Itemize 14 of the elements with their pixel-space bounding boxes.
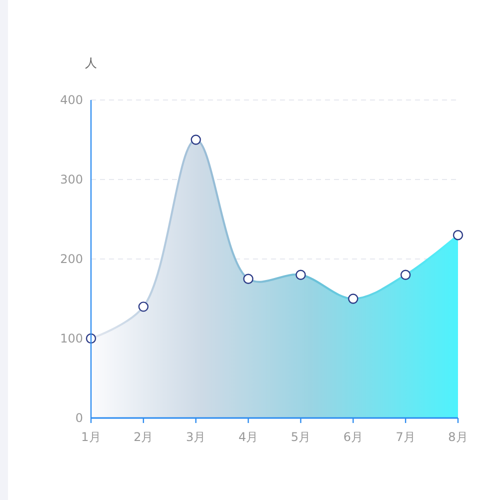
x-tick-label: 7月	[396, 430, 416, 444]
y-tick-label: 100	[60, 332, 83, 346]
y-tick-label: 200	[60, 252, 83, 266]
x-tick-label: 6月	[343, 430, 363, 444]
x-tick-label: 2月	[134, 430, 154, 444]
x-tick-label: 1月	[81, 430, 101, 444]
x-tick-label: 4月	[238, 430, 258, 444]
y-tick-label: 0	[75, 411, 83, 426]
x-tick-label: 3月	[186, 430, 206, 444]
y-tick-label: 400	[60, 93, 83, 108]
x-tick-label: 8月	[448, 430, 468, 444]
y-axis-title: 人	[85, 56, 97, 70]
y-tick-label: 300	[60, 172, 83, 187]
x-tick-label: 5月	[290, 430, 311, 444]
